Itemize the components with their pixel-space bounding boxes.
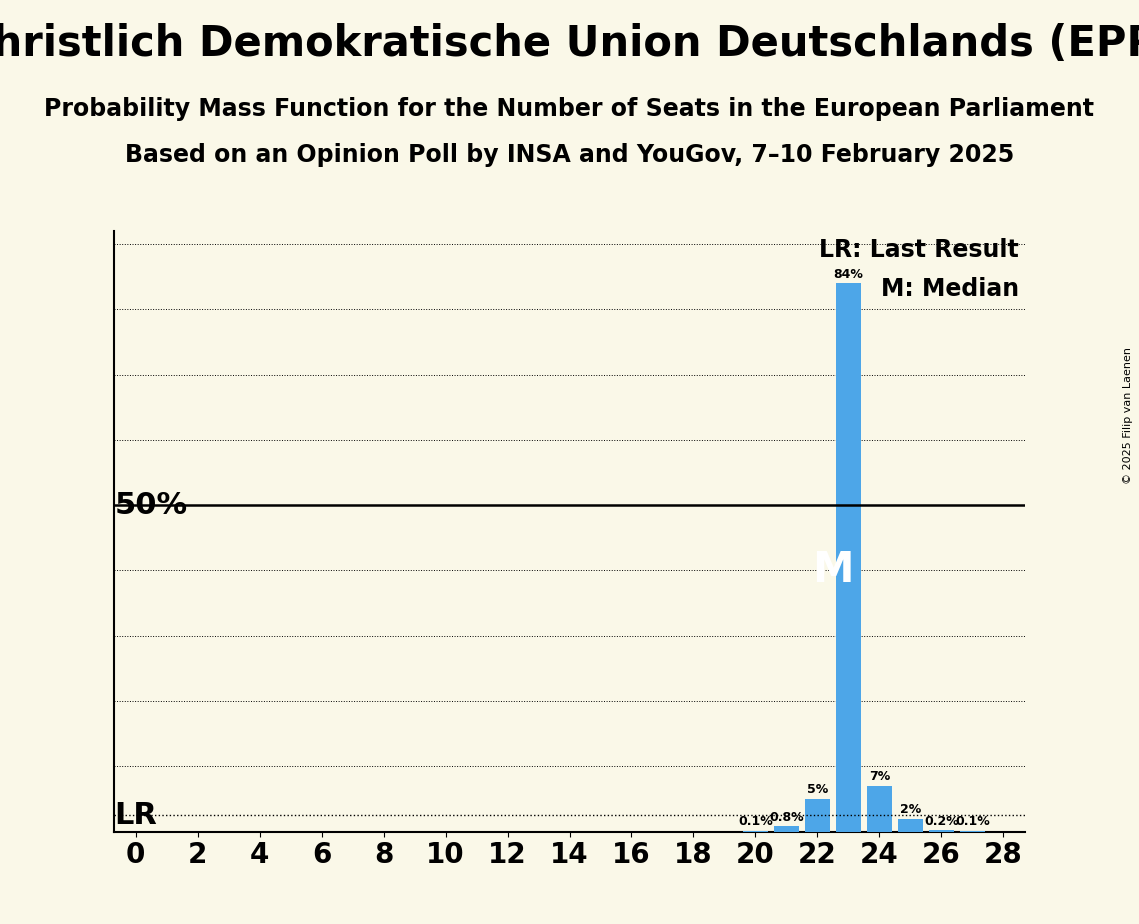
Text: 0.1%: 0.1%: [738, 815, 773, 828]
Text: 0.8%: 0.8%: [769, 810, 804, 824]
Text: 0.2%: 0.2%: [924, 815, 959, 828]
Bar: [836, 284, 861, 832]
Text: Based on an Opinion Poll by INSA and YouGov, 7–10 February 2025: Based on an Opinion Poll by INSA and You…: [125, 143, 1014, 167]
Text: Probability Mass Function for the Number of Seats in the European Parliament: Probability Mass Function for the Number…: [44, 97, 1095, 121]
Text: M: Median: M: Median: [880, 276, 1019, 300]
Text: M: M: [812, 550, 854, 591]
Bar: [929, 831, 953, 832]
Text: 0.1%: 0.1%: [954, 815, 990, 828]
Text: LR: LR: [115, 801, 157, 830]
Text: © 2025 Filip van Laenen: © 2025 Filip van Laenen: [1123, 347, 1133, 484]
Bar: [775, 826, 798, 832]
Bar: [867, 786, 892, 832]
Text: Christlich Demokratische Union Deutschlands (EPP): Christlich Demokratische Union Deutschla…: [0, 23, 1139, 65]
Text: 50%: 50%: [115, 491, 188, 519]
Text: 2%: 2%: [900, 803, 921, 816]
Text: 84%: 84%: [834, 268, 863, 281]
Text: 5%: 5%: [806, 784, 828, 796]
Bar: [898, 819, 923, 832]
Bar: [805, 799, 830, 832]
Text: LR: Last Result: LR: Last Result: [819, 237, 1019, 261]
Text: 7%: 7%: [869, 771, 890, 784]
